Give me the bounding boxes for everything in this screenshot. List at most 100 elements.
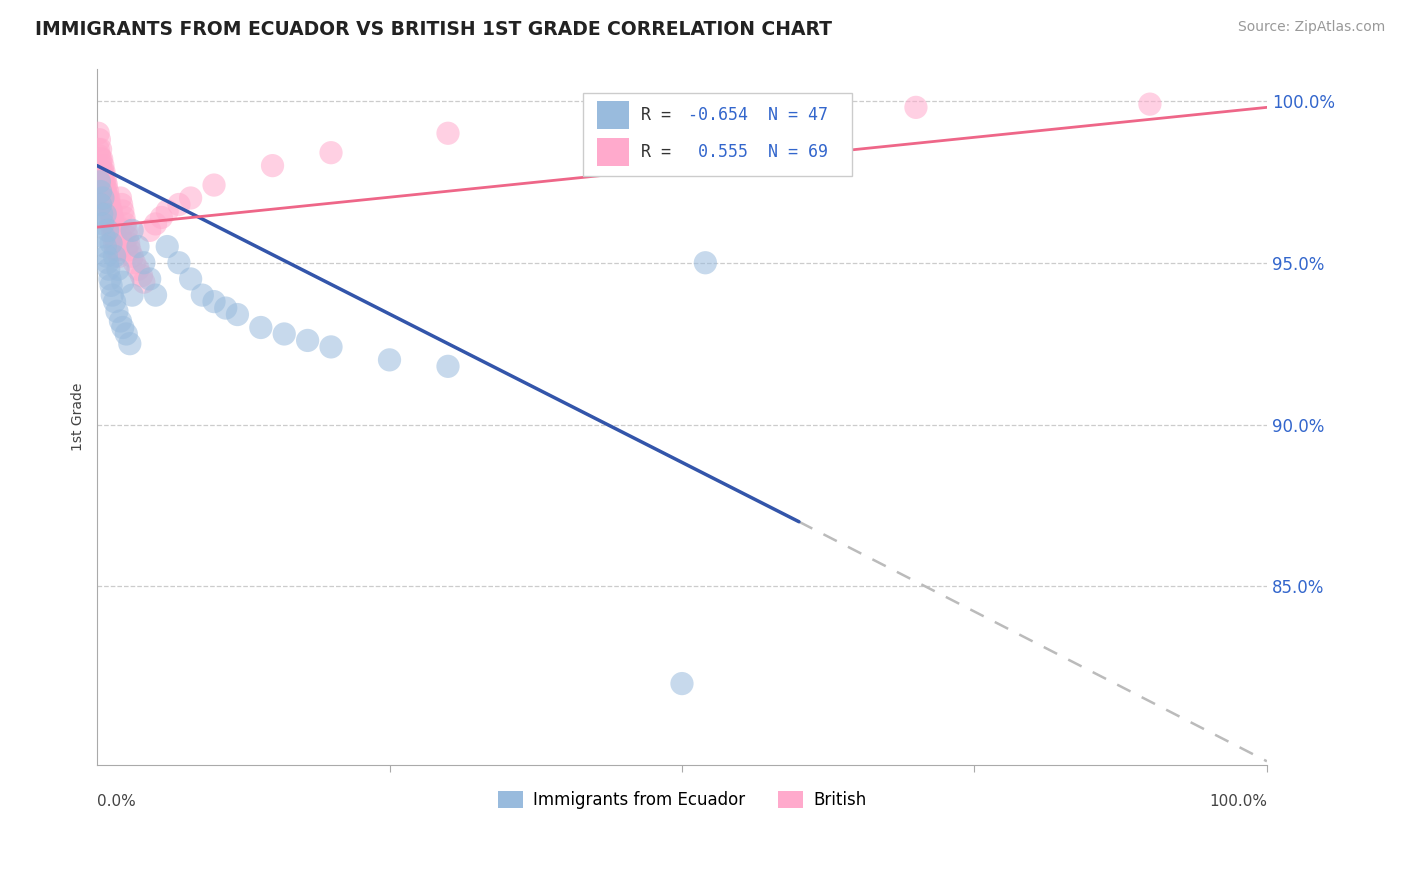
Point [91, 171, 114, 186]
Point [91, 165, 114, 179]
Point [127, 239, 149, 253]
Point [115, 326, 138, 341]
Point [104, 223, 127, 237]
Point [96, 191, 118, 205]
Point [93, 178, 115, 192]
Point [121, 223, 143, 237]
Point [103, 217, 125, 231]
Point [110, 314, 132, 328]
Point [138, 223, 160, 237]
Point [145, 217, 167, 231]
Point [112, 211, 135, 225]
Point [437, 359, 460, 374]
Point [100, 203, 122, 218]
Point [98, 272, 121, 286]
Point [145, 288, 167, 302]
Text: 0.555  N = 69: 0.555 N = 69 [688, 143, 828, 161]
Point [111, 320, 134, 334]
Point [94, 207, 117, 221]
Point [98, 211, 121, 225]
Point [98, 197, 121, 211]
Point [250, 320, 273, 334]
Point [110, 230, 132, 244]
Point [117, 230, 139, 244]
Point [97, 197, 120, 211]
Point [107, 262, 129, 277]
Point [110, 197, 132, 211]
Point [93, 230, 115, 244]
Y-axis label: 1st Grade: 1st Grade [72, 383, 86, 450]
Point [90, 207, 112, 221]
Point [215, 301, 238, 315]
Point [90, 143, 112, 157]
Bar [596, 137, 630, 166]
Point [89, 133, 111, 147]
Point [695, 256, 717, 270]
Point [319, 145, 342, 160]
Point [87, 126, 110, 140]
Text: -0.654  N = 47: -0.654 N = 47 [688, 106, 828, 124]
Point [297, 334, 319, 348]
Point [118, 336, 141, 351]
Point [91, 159, 114, 173]
Point [90, 185, 112, 199]
Point [100, 217, 122, 231]
Point [97, 262, 120, 277]
Point [100, 236, 122, 251]
Text: R =: R = [641, 143, 681, 161]
Point [97, 191, 120, 205]
Point [97, 191, 120, 205]
Point [103, 230, 125, 244]
Point [132, 275, 155, 289]
Point [156, 203, 179, 218]
Point [89, 149, 111, 163]
Point [101, 211, 124, 225]
Point [115, 243, 138, 257]
Point [1139, 97, 1161, 112]
Point [96, 178, 118, 192]
Point [97, 256, 120, 270]
Text: 100.0%: 100.0% [1209, 794, 1267, 809]
Point [101, 288, 124, 302]
Point [121, 249, 143, 263]
Point [273, 326, 295, 341]
Point [114, 217, 136, 231]
Point [138, 272, 160, 286]
Point [94, 171, 117, 186]
Point [90, 152, 112, 166]
Point [131, 268, 153, 283]
Point [180, 272, 202, 286]
Point [167, 197, 190, 211]
Legend: Immigrants from Ecuador, British: Immigrants from Ecuador, British [491, 784, 873, 815]
Point [104, 217, 127, 231]
Point [904, 100, 927, 114]
Point [150, 211, 173, 225]
Point [87, 143, 110, 157]
Point [437, 126, 460, 140]
Point [118, 243, 141, 257]
Point [104, 230, 127, 244]
Point [124, 256, 146, 270]
Point [110, 191, 132, 205]
Point [671, 676, 693, 690]
Bar [596, 101, 630, 128]
Point [180, 191, 202, 205]
Point [111, 275, 134, 289]
Point [202, 294, 225, 309]
Point [94, 239, 117, 253]
Point [191, 288, 214, 302]
Point [132, 256, 155, 270]
Point [127, 262, 149, 277]
Point [90, 197, 112, 211]
Point [90, 152, 112, 166]
Point [91, 191, 114, 205]
Point [104, 294, 127, 309]
Point [156, 239, 179, 253]
Point [94, 185, 117, 199]
Point [108, 249, 131, 263]
Point [121, 288, 143, 302]
Text: IMMIGRANTS FROM ECUADOR VS BRITISH 1ST GRADE CORRELATION CHART: IMMIGRANTS FROM ECUADOR VS BRITISH 1ST G… [35, 20, 832, 38]
Point [100, 203, 122, 218]
Point [90, 159, 112, 173]
Point [202, 178, 225, 192]
